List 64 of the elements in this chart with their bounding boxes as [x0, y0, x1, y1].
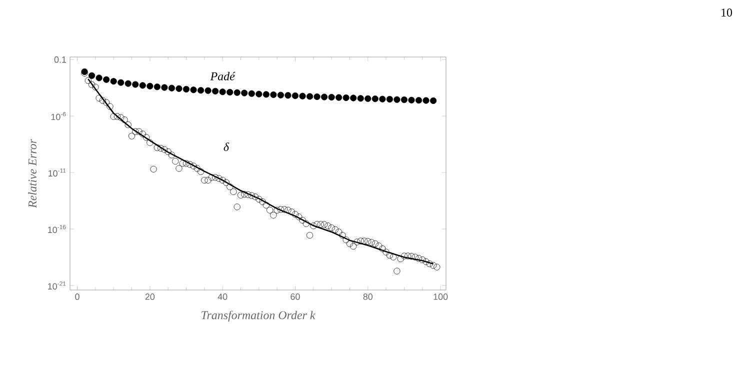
point	[161, 84, 168, 91]
y-tick-label: 10$^{-21}$	[48, 281, 66, 290]
point	[176, 85, 182, 92]
point	[314, 93, 320, 100]
point	[132, 81, 139, 88]
point	[219, 88, 226, 96]
point	[241, 90, 248, 96]
point	[182, 86, 190, 92]
point	[248, 90, 255, 97]
point	[306, 93, 314, 100]
point	[328, 94, 335, 100]
point	[357, 95, 364, 102]
point	[118, 79, 124, 86]
point	[103, 76, 110, 83]
x-tick-label: 60	[290, 294, 300, 300]
x-tick-label: 0	[75, 294, 80, 300]
point	[124, 80, 132, 87]
point	[234, 89, 240, 96]
point	[197, 87, 204, 94]
x-axis-title: Transformation Order k	[202, 310, 316, 322]
point	[204, 87, 212, 94]
point	[96, 74, 102, 82]
point	[270, 91, 277, 98]
y-tick-label: 0.1	[54, 56, 66, 63]
point	[430, 97, 437, 104]
point	[336, 94, 342, 101]
text: δ	[224, 142, 230, 152]
x-tick-label: 40	[218, 294, 228, 300]
point	[88, 72, 96, 79]
point	[321, 94, 328, 100]
point	[146, 82, 154, 90]
point	[394, 96, 400, 103]
y-tick-label: 10$^{-11}$	[48, 168, 66, 177]
point	[379, 96, 386, 102]
point	[364, 95, 372, 102]
x-tick-label: 20	[145, 294, 155, 300]
y-tick-label: 10$^{-6}$	[51, 112, 66, 120]
point	[110, 78, 117, 85]
point	[342, 94, 350, 102]
point	[277, 92, 284, 98]
point	[139, 82, 146, 89]
point	[292, 92, 299, 100]
point	[408, 96, 415, 104]
point	[154, 84, 160, 90]
point	[168, 84, 176, 92]
point	[256, 90, 262, 98]
point	[284, 92, 292, 99]
x-tick-label: 100	[434, 294, 448, 300]
point	[299, 92, 306, 100]
y-axis-title: Relative Error	[28, 138, 37, 208]
point	[262, 91, 270, 98]
point	[212, 88, 219, 94]
series-label: Padé	[210, 72, 236, 80]
point	[415, 97, 422, 104]
point	[372, 95, 378, 102]
text: 10	[722, 8, 732, 17]
point	[386, 96, 393, 103]
y-tick-label: 10$^{-16}$	[48, 225, 66, 234]
point	[350, 94, 357, 102]
point	[400, 96, 408, 104]
point	[190, 86, 197, 94]
point	[226, 88, 234, 96]
point	[422, 97, 430, 104]
x-tick-label: 80	[363, 294, 373, 300]
